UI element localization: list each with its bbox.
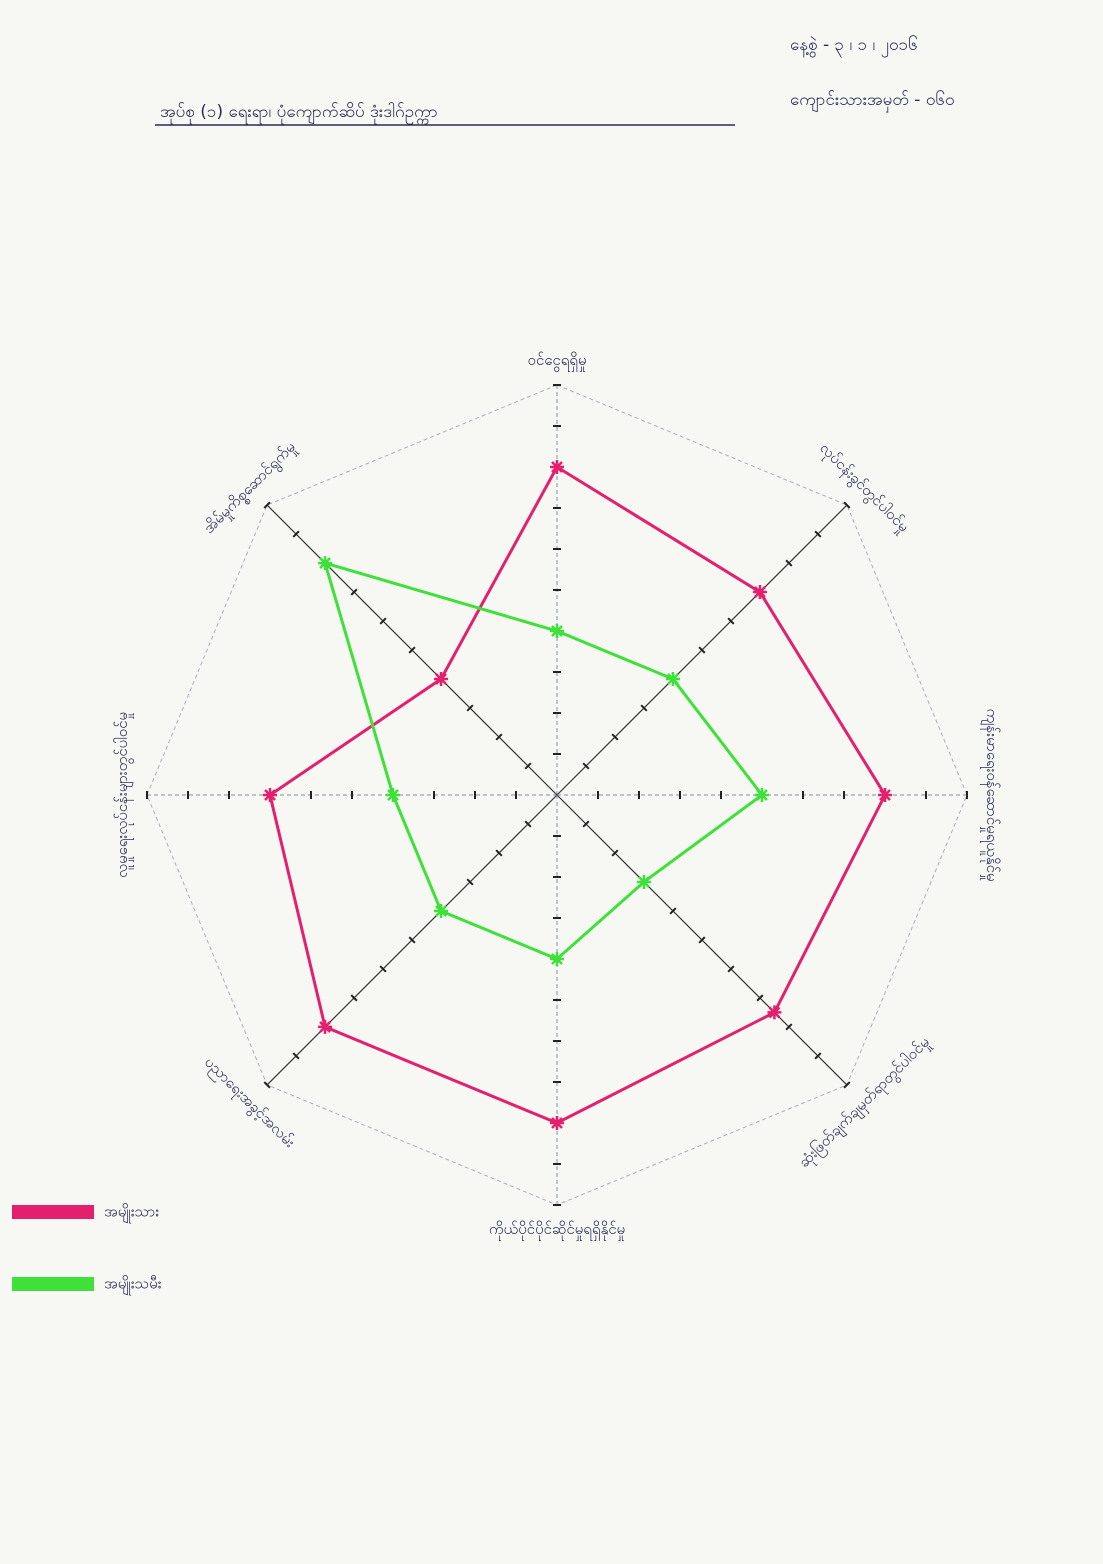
student-id: ကျောင်းသားအမှတ် - ၀၆၀ — [790, 89, 955, 113]
axis-label: ကျန်းမာရေးဝန်ဆောင်မှုရယူနိုင်မှု — [980, 708, 1001, 881]
axis-label: ကိုယ်ပိုင်ပိုင်ဆိုင်မှုရရှိနိုင်မှု — [489, 1220, 625, 1241]
data-point — [753, 585, 767, 599]
data-point — [386, 788, 400, 802]
data-point — [755, 788, 769, 802]
data-point — [318, 1020, 332, 1034]
data-point — [550, 1116, 564, 1130]
data-point — [637, 875, 651, 889]
chart-title: အုပ်စု (၁) ရေးရာ၊ ပုံကျောက်ဆိပ် ဒုံးဒါဂ်… — [160, 101, 438, 125]
legend-swatch — [12, 1277, 94, 1291]
data-point — [318, 556, 332, 570]
data-point — [878, 788, 892, 802]
paper — [0, 0, 1103, 1564]
date: နေ့စွဲ - ၃ ၊ ၁ ၊ ၂၀၁၆ — [790, 34, 918, 58]
data-point — [434, 672, 448, 686]
data-point — [767, 1005, 781, 1019]
data-point — [434, 904, 448, 918]
legend-label: အမျိုးသား — [104, 1203, 159, 1224]
data-point — [666, 672, 680, 686]
legend-swatch — [12, 1205, 94, 1219]
legend-label: အမျိုးသမီး — [104, 1275, 162, 1296]
axis-label: ဝင်ငွေရရှိမှု — [527, 351, 586, 372]
axis-label: လူမှုရေးလုပ်ငန်းများတွင်ပါဝင်မှု — [113, 712, 134, 878]
data-point — [550, 624, 564, 638]
data-point — [550, 952, 564, 966]
data-point — [550, 460, 564, 474]
page: နေ့စွဲ - ၃ ၊ ၁ ၊ ၂၀၁၆ ကျောင်းသားအမှတ် - … — [0, 0, 1103, 1564]
data-point — [263, 788, 277, 802]
